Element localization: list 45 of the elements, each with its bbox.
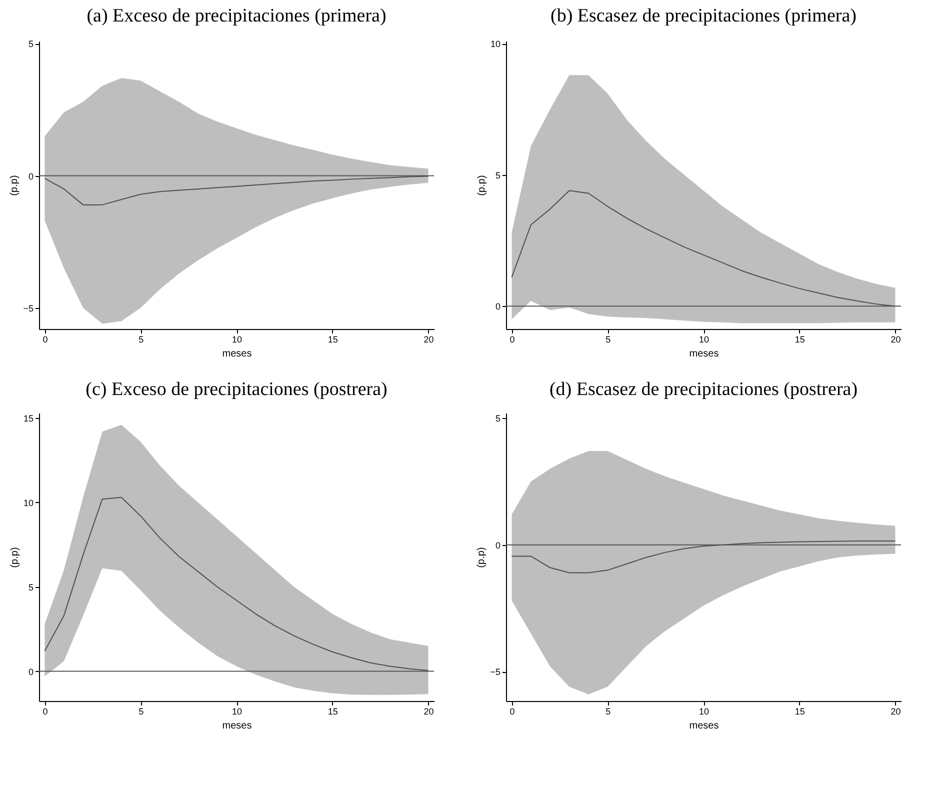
chart-title: (b) Escasez de precipitaciones (primera) — [550, 6, 856, 27]
x-tick-label: 20 — [890, 706, 901, 716]
y-axis-title: (p.p) — [9, 547, 20, 568]
x-tick-label: 0 — [42, 706, 48, 716]
y-tick-label: 10 — [490, 39, 500, 50]
x-tick-label: 10 — [698, 706, 710, 716]
y-axis-title: (p.p) — [9, 175, 20, 196]
y-tick-label: 5 — [495, 170, 500, 180]
x-tick-label: 20 — [424, 334, 434, 344]
x-axis-title: meses — [689, 720, 719, 732]
y-tick-label: 0 — [495, 302, 500, 312]
x-tick-label: 0 — [510, 334, 515, 344]
x-tick-label: 5 — [606, 706, 611, 716]
x-tick-label: 10 — [698, 334, 710, 344]
y-tick-label: 5 — [28, 39, 34, 50]
y-tick-label: 0 — [495, 540, 500, 550]
y-tick-label: 0 — [28, 171, 34, 182]
x-tick-label: 5 — [138, 706, 144, 716]
x-tick-label: 15 — [328, 334, 338, 344]
y-tick-label: 15 — [23, 414, 34, 424]
x-axis-title: meses — [689, 348, 719, 360]
chart-title: (d) Escasez de precipitaciones (postrera) — [549, 379, 858, 400]
x-tick-label: 10 — [232, 334, 242, 344]
x-tick-label: 5 — [138, 334, 144, 344]
x-tick-label: 5 — [606, 334, 611, 344]
x-tick-label: 20 — [890, 334, 901, 344]
chart-title: (c) Exceso de precipitaciones (postrera) — [86, 379, 388, 400]
x-axis-title: meses — [222, 720, 252, 732]
x-tick-label: 20 — [424, 706, 434, 716]
x-axis-title: meses — [222, 348, 252, 360]
y-tick-label: 5 — [495, 414, 500, 424]
y-tick-label: −5 — [490, 667, 500, 678]
x-tick-label: 15 — [328, 706, 338, 716]
y-tick-label: 5 — [28, 582, 34, 592]
chart-title: (a) Exceso de precipitaciones (primera) — [86, 6, 386, 27]
y-tick-label: −5 — [23, 303, 34, 314]
x-tick-label: 15 — [794, 706, 805, 716]
x-tick-label: 10 — [232, 706, 242, 716]
x-tick-label: 0 — [510, 706, 515, 716]
y-tick-label: 0 — [28, 666, 34, 677]
y-tick-label: 10 — [23, 498, 34, 508]
y-axis-title: (p.p) — [476, 547, 488, 568]
x-tick-label: 15 — [794, 334, 805, 344]
y-axis-title: (p.p) — [476, 175, 488, 196]
x-tick-label: 0 — [42, 334, 48, 344]
